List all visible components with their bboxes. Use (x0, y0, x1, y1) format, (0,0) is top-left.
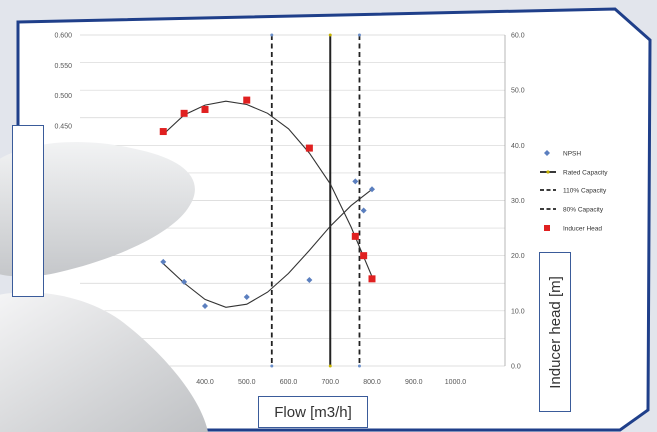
inducer-head-point (243, 96, 251, 104)
legend-marker (546, 170, 550, 174)
y2-tick-label: 20.0 (511, 253, 525, 260)
x-tick-label: 1000.0 (445, 379, 467, 386)
y2-axis-title: Inducer head [m] (539, 252, 571, 412)
inducer-head-point (180, 109, 188, 117)
y2-tick-label: 40.0 (511, 143, 525, 150)
capacity-line-endpoint (357, 33, 361, 37)
x-axis-title-text: Flow [m3/h] (274, 403, 352, 421)
data-markers (159, 96, 376, 310)
x-tick-label: 700.0 (321, 379, 339, 386)
npsh-point (352, 178, 359, 185)
x-tick-label: 500.0 (238, 379, 256, 386)
x-tick-label: 400.0 (196, 379, 214, 386)
inducer-head-point (201, 105, 209, 113)
y2-tick-label: 60.0 (511, 33, 525, 40)
npsh-point (160, 258, 167, 265)
y2-tick-label: 50.0 (511, 88, 525, 95)
capacity-line-endpoint (328, 364, 332, 368)
inducer-head-point (305, 144, 313, 152)
capacity-line-endpoint (357, 364, 361, 368)
y-tick-label: 0.500 (54, 93, 72, 100)
decorative-turbine-blades (0, 141, 208, 432)
npsh-point (306, 277, 313, 284)
x-tick-label: 800.0 (363, 379, 381, 386)
capacity-line-endpoint (270, 364, 274, 368)
capacity-lines (270, 33, 361, 368)
capacity-line-endpoint (270, 33, 274, 37)
legend-inducer-head-swatch (544, 225, 550, 231)
legend-entry: 80% Capacity (563, 206, 604, 213)
inducer-head-point (360, 252, 368, 260)
x-tick-label: 900.0 (405, 379, 423, 386)
y2-tick-label: 30.0 (511, 198, 525, 205)
inducer-head-point (351, 232, 359, 240)
npsh-point (181, 278, 188, 285)
capacity-line-endpoint (328, 33, 332, 37)
y-tick-label: 0.450 (54, 123, 72, 130)
legend: NPSH Rated Capacity 110% Capacity 80% Capac… (540, 150, 608, 232)
y2-tick-label: 10.0 (511, 308, 525, 315)
npsh-point (243, 293, 250, 300)
trendline (162, 100, 373, 277)
inducer-head-point (368, 275, 376, 283)
legend-entry: NPSH (563, 150, 581, 157)
legend-entry: Rated Capacity (563, 169, 608, 176)
y2-tick-label: 0.0 (511, 364, 521, 371)
npsh-point (202, 303, 208, 310)
legend-npsh-swatch (544, 150, 550, 156)
trendlines (162, 100, 373, 308)
npsh-point (360, 207, 367, 214)
inducer-head-point (159, 128, 167, 136)
legend-entry: 110% Capacity (563, 187, 607, 194)
x-axis-title: Flow [m3/h] (258, 396, 368, 428)
y-tick-label: 0.600 (54, 33, 72, 40)
y-tick-label: 0.550 (54, 63, 72, 70)
trendline (162, 188, 373, 308)
y2-axis-title-text: Inducer head [m] (546, 275, 564, 389)
npsh-point (369, 186, 375, 193)
x-tick-label: 600.0 (280, 379, 298, 386)
legend-entry: Inducer Head (563, 225, 602, 232)
left-label-box (12, 125, 44, 297)
